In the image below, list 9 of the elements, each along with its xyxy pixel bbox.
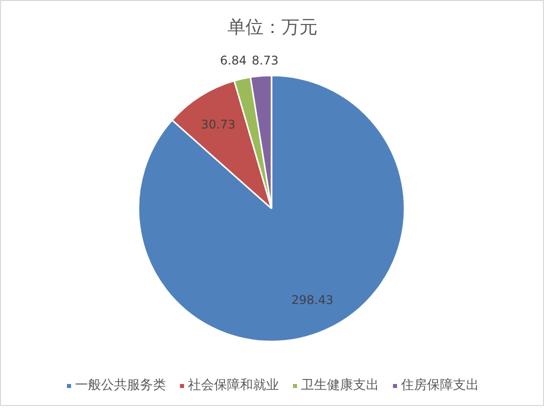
legend-label: 卫生健康支出 [301,377,379,394]
legend-label: 住房保障支出 [401,377,479,394]
legend-label: 社会保障和就业 [188,377,279,394]
data-label: 8.73 [252,54,278,68]
data-label: 298.43 [291,293,334,307]
legend-label: 一般公共服务类 [75,377,166,394]
chart-title: 单位：万元 [228,17,318,38]
data-label: 6.84 [220,54,247,68]
data-label: 30.73 [201,118,236,132]
